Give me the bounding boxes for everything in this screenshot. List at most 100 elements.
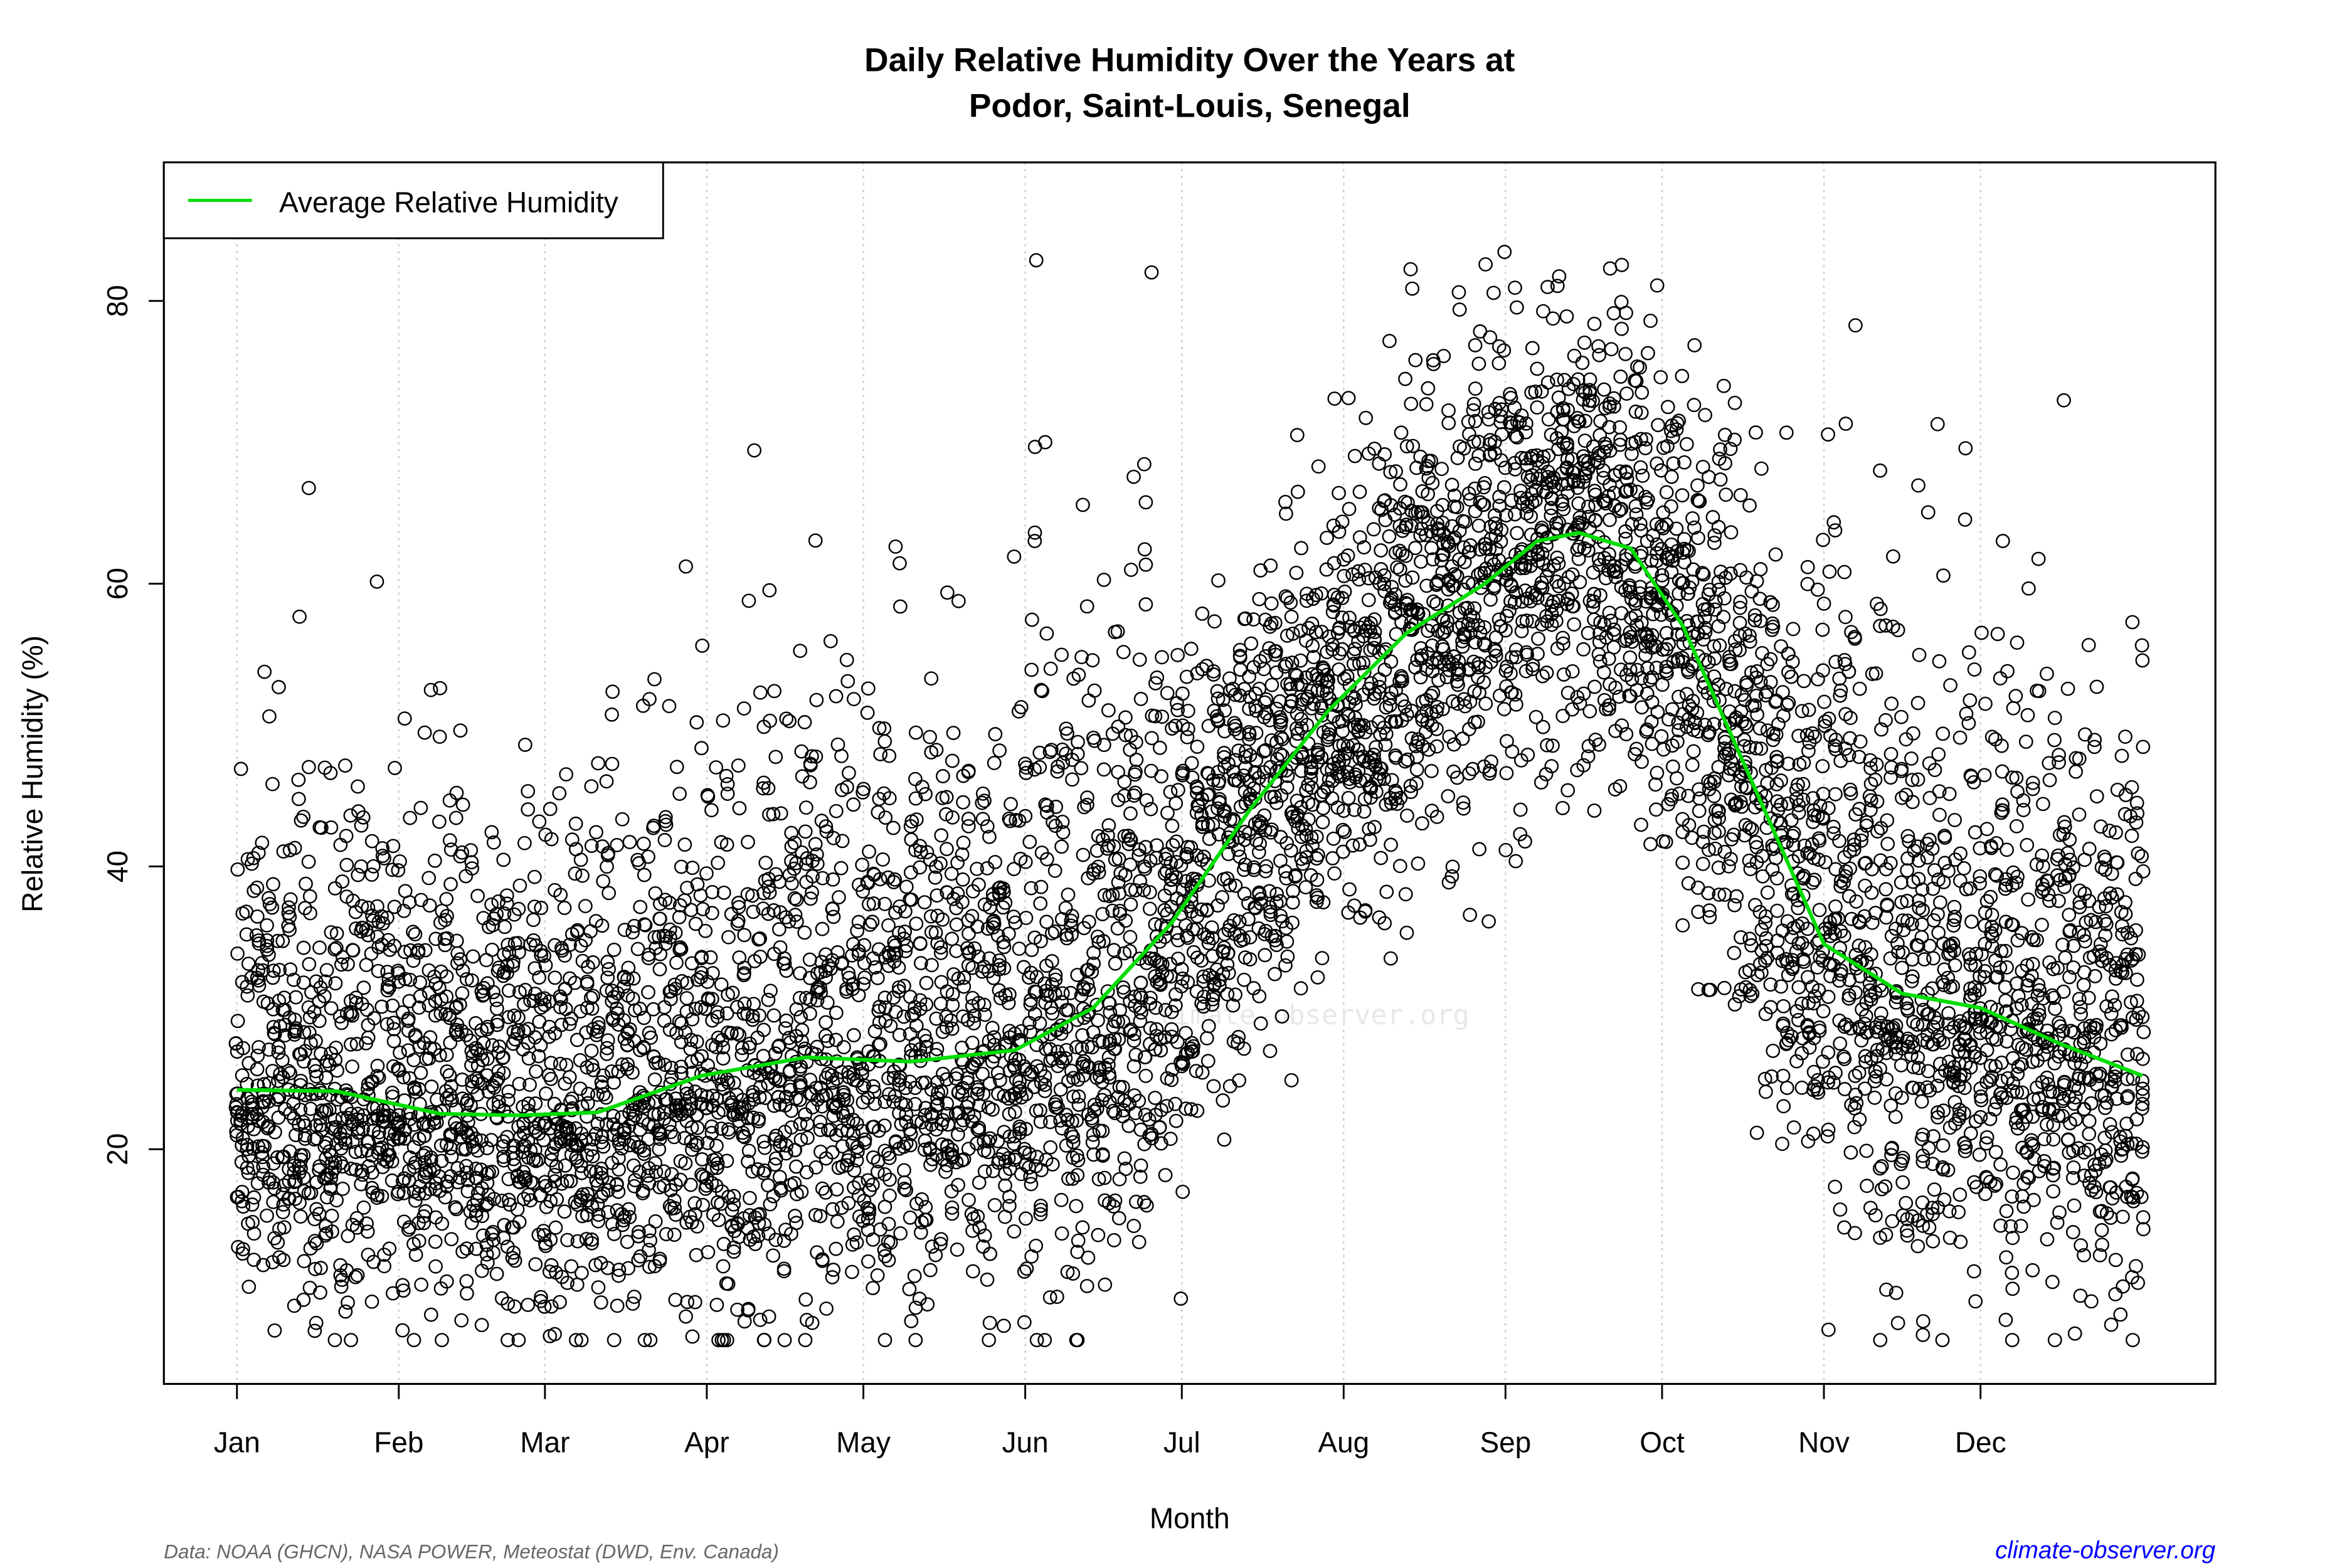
data-point bbox=[893, 599, 908, 614]
data-point bbox=[287, 840, 302, 856]
data-point bbox=[1619, 305, 1633, 320]
data-point bbox=[1550, 372, 1564, 387]
data-point bbox=[1126, 1219, 1142, 1234]
data-point bbox=[351, 1125, 366, 1140]
data-point bbox=[369, 575, 384, 589]
data-point bbox=[296, 1170, 311, 1185]
data-point bbox=[1091, 1013, 1105, 1028]
data-point bbox=[235, 1185, 250, 1199]
data-point bbox=[1472, 842, 1487, 857]
data-point bbox=[246, 1160, 261, 1175]
data-point bbox=[1216, 1093, 1231, 1108]
data-point bbox=[640, 1168, 655, 1183]
data-point bbox=[716, 713, 731, 728]
data-point bbox=[1441, 416, 1456, 430]
data-point bbox=[296, 1148, 311, 1163]
data-point bbox=[256, 1159, 271, 1174]
data-point bbox=[876, 852, 890, 867]
data-point bbox=[694, 741, 709, 756]
data-point bbox=[341, 1295, 355, 1310]
data-point bbox=[499, 896, 514, 911]
data-point bbox=[1290, 428, 1305, 443]
data-point bbox=[913, 936, 928, 951]
data-point bbox=[1278, 958, 1293, 973]
data-point bbox=[246, 1253, 262, 1267]
data-point bbox=[544, 1258, 559, 1273]
data-point bbox=[236, 1199, 251, 1214]
data-point bbox=[1165, 838, 1180, 852]
data-point bbox=[761, 992, 776, 1007]
data-point bbox=[936, 769, 950, 783]
data-point bbox=[443, 1079, 458, 1094]
data-point bbox=[349, 1037, 364, 1051]
data-point bbox=[270, 1235, 285, 1250]
data-point bbox=[370, 1069, 384, 1083]
data-point bbox=[1374, 850, 1388, 866]
data-point bbox=[239, 927, 254, 942]
data-point bbox=[526, 913, 541, 928]
data-point bbox=[1091, 1227, 1106, 1242]
data-point bbox=[469, 1131, 483, 1146]
data-point bbox=[484, 825, 499, 840]
data-point bbox=[1007, 549, 1022, 564]
data-point bbox=[1126, 1059, 1142, 1074]
data-point bbox=[1643, 837, 1658, 852]
data-point bbox=[1132, 652, 1147, 667]
data-point bbox=[328, 976, 343, 991]
data-point bbox=[578, 899, 593, 914]
data-point bbox=[797, 925, 812, 940]
data-point bbox=[834, 748, 849, 763]
data-point bbox=[1054, 647, 1069, 662]
data-point bbox=[553, 887, 568, 903]
data-point bbox=[359, 1002, 374, 1017]
data-point bbox=[1138, 1068, 1153, 1083]
data-point bbox=[908, 725, 923, 740]
data-point bbox=[484, 1133, 499, 1148]
data-point bbox=[1080, 797, 1094, 812]
data-point bbox=[271, 1040, 286, 1054]
data-point bbox=[442, 1068, 457, 1083]
data-point bbox=[283, 1066, 297, 1081]
data-point bbox=[275, 933, 290, 948]
data-point bbox=[1648, 777, 1663, 792]
data-point bbox=[573, 1053, 588, 1067]
data-point bbox=[537, 948, 551, 963]
data-point bbox=[1207, 614, 1222, 629]
data-point bbox=[815, 921, 830, 936]
data-point bbox=[573, 852, 588, 867]
data-point bbox=[1165, 818, 1180, 834]
data-point bbox=[1471, 356, 1486, 371]
data-point bbox=[956, 795, 970, 810]
data-point bbox=[678, 1156, 693, 1171]
data-point bbox=[1086, 1025, 1101, 1040]
data-point bbox=[542, 1264, 557, 1279]
data-point bbox=[296, 1054, 311, 1069]
data-point bbox=[339, 829, 354, 844]
data-point bbox=[709, 1298, 724, 1312]
data-point bbox=[1471, 518, 1486, 533]
data-point bbox=[282, 909, 297, 924]
data-point bbox=[1200, 1054, 1216, 1069]
data-point bbox=[1463, 908, 1477, 923]
data-point bbox=[1148, 1091, 1162, 1105]
data-point bbox=[563, 971, 577, 986]
data-point bbox=[580, 1187, 595, 1201]
data-point bbox=[501, 1093, 516, 1108]
data-point bbox=[1033, 896, 1048, 911]
data-point bbox=[307, 1058, 322, 1073]
data-point bbox=[696, 1197, 711, 1212]
data-point bbox=[965, 1036, 980, 1050]
data-point bbox=[829, 1241, 844, 1256]
data-point bbox=[277, 1220, 292, 1235]
data-point bbox=[1264, 677, 1279, 692]
data-point bbox=[909, 916, 924, 931]
data-point bbox=[573, 1190, 588, 1205]
data-point bbox=[275, 1053, 290, 1067]
data-point bbox=[379, 1017, 395, 1032]
data-point bbox=[1027, 525, 1042, 540]
data-point bbox=[1160, 906, 1175, 921]
data-point bbox=[610, 1298, 625, 1313]
data-point bbox=[309, 1069, 324, 1084]
data-point bbox=[1409, 762, 1424, 777]
data-point bbox=[444, 1232, 459, 1247]
